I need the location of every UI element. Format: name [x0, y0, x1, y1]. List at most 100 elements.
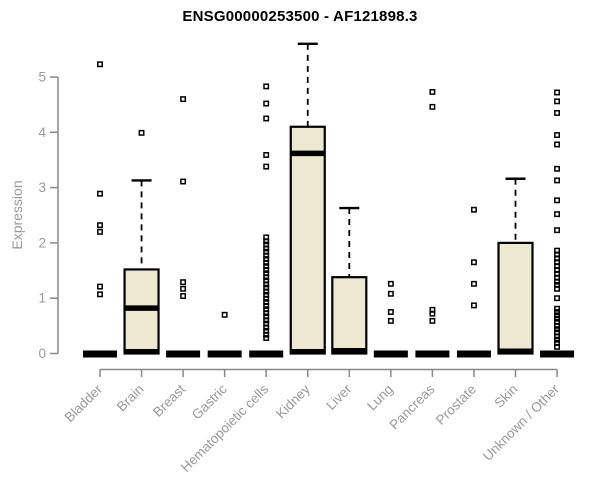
- flat-box: [166, 350, 201, 358]
- boxplot-prostate: [456, 206, 491, 358]
- outlier-point: [263, 324, 270, 331]
- outlier-point: [180, 279, 187, 286]
- x-tick-label-bladder: Bladder: [62, 381, 106, 425]
- outlier-point: [263, 100, 270, 107]
- x-tick-label-prostate: Prostate: [433, 382, 479, 428]
- outlier-point: [554, 141, 560, 148]
- x-tick-label-brain: Brain: [114, 382, 147, 415]
- flat-box: [373, 350, 408, 358]
- flat-box: [540, 350, 575, 358]
- flat-box: [456, 350, 491, 358]
- outlier-point: [263, 152, 270, 158]
- outlier-point: [97, 61, 103, 68]
- flat-box: [415, 350, 450, 358]
- boxplot-kidney: [289, 42, 326, 355]
- outlier-point: [554, 109, 560, 116]
- outlier-point: [471, 206, 477, 213]
- outlier-point: [263, 267, 270, 273]
- x-tick-label-lung: Lung: [364, 382, 396, 414]
- outlier-point: [554, 98, 560, 105]
- outlier-point: [429, 310, 436, 317]
- y-tick-label: 0: [38, 346, 46, 361]
- x-tick-label-pancreas: Pancreas: [387, 381, 438, 432]
- outlier-point: [554, 165, 560, 172]
- x-tick-label-liver: Liver: [323, 381, 355, 413]
- flat-box: [83, 350, 117, 358]
- outlier-point: [263, 331, 270, 338]
- outlier-point: [554, 326, 560, 333]
- outlier-point: [554, 343, 560, 350]
- outlier-point: [97, 222, 103, 229]
- outlier-point: [554, 211, 560, 218]
- y-tick-label: 4: [38, 125, 46, 140]
- outlier-point: [554, 309, 560, 315]
- outlier-point: [429, 103, 436, 110]
- outlier-point: [263, 317, 270, 324]
- outlier-point: [263, 252, 270, 259]
- outlier-point: [263, 238, 270, 245]
- outlier-point: [554, 312, 560, 319]
- outlier-point: [263, 163, 270, 170]
- outlier-point: [263, 295, 270, 302]
- y-tick-label: 1: [38, 291, 46, 306]
- outlier-point: [554, 227, 560, 234]
- outlier-point: [263, 281, 270, 288]
- outlier-point: [263, 288, 270, 295]
- outlier-point: [97, 228, 103, 235]
- outlier-point: [554, 278, 560, 285]
- chart-title: ENSG00000253500 - AF121898.3: [182, 8, 418, 25]
- outlier-point: [263, 259, 270, 266]
- outlier-point: [554, 333, 560, 340]
- boxplot-breast: [166, 96, 201, 358]
- y-tick-label: 5: [38, 70, 46, 85]
- outlier-point: [180, 178, 187, 185]
- x-tick-label-skin: Skin: [491, 382, 520, 411]
- flat-box: [207, 350, 242, 358]
- outlier-point: [554, 295, 560, 302]
- outlier-point: [263, 83, 270, 90]
- outlier-point: [387, 317, 394, 324]
- outlier-point: [180, 285, 187, 292]
- boxplot-pancreas: [415, 88, 450, 358]
- outlier-point: [263, 335, 270, 341]
- outlier-point: [138, 129, 145, 136]
- outlier-point: [554, 285, 560, 292]
- outlier-point: [554, 315, 560, 322]
- outlier-point: [387, 290, 394, 297]
- outlier-point: [263, 310, 270, 317]
- boxplot-hematopoietic-cells: [249, 83, 284, 358]
- outlier-point: [263, 302, 270, 309]
- outlier-point: [554, 305, 560, 312]
- outlier-point: [387, 309, 394, 315]
- x-tick-label-kidney: Kidney: [273, 381, 313, 421]
- boxplot-liver: [331, 206, 368, 355]
- box-rect: [497, 241, 534, 355]
- outlier-point: [554, 336, 560, 343]
- outlier-point: [554, 177, 560, 184]
- outlier-point: [221, 311, 228, 318]
- box-rect: [289, 125, 326, 355]
- outlier-point: [263, 115, 270, 122]
- outlier-point: [387, 280, 394, 287]
- boxplot-brain: [123, 129, 160, 355]
- outlier-point: [97, 283, 103, 290]
- y-tick-label: 3: [38, 180, 46, 195]
- outlier-point: [554, 89, 560, 96]
- outlier-point: [97, 291, 103, 298]
- outlier-point: [471, 302, 477, 309]
- outlier-point: [471, 259, 477, 266]
- x-tick-label-unknown-other: Unknown / Other: [480, 381, 563, 464]
- outlier-point: [554, 132, 560, 139]
- boxplot-gastric: [207, 311, 242, 358]
- boxplot-unknown-other: [540, 89, 575, 358]
- x-tick-label-gastric: Gastric: [189, 381, 230, 422]
- x-tick-label-breast: Breast: [150, 381, 188, 419]
- flat-box: [249, 350, 284, 358]
- outlier-point: [471, 280, 477, 287]
- box-rect: [123, 268, 160, 355]
- box-rect: [331, 276, 368, 355]
- outlier-point: [180, 96, 187, 103]
- outlier-point: [429, 88, 436, 95]
